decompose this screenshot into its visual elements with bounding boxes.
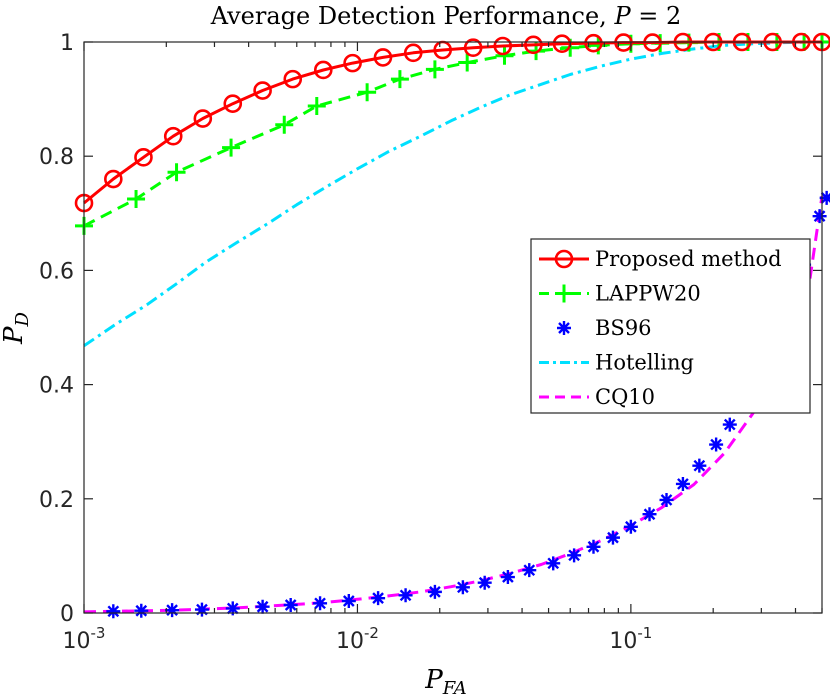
legend: Proposed method LAPPW20 BS96 Hotelling CQ10 xyxy=(530,238,811,414)
series-2-point-26 xyxy=(722,417,737,432)
series-2-point-5 xyxy=(255,599,270,614)
legend-marker-0 xyxy=(554,249,574,269)
series-2-point-6 xyxy=(283,598,298,613)
x-tick-label-0: 10-3 xyxy=(63,624,106,654)
series-2-point-1 xyxy=(134,603,149,618)
axes-layer: 10-3 10-2 10-100.20.40.60.81 xyxy=(39,31,823,654)
x-tick-exp: -2 xyxy=(364,624,379,642)
series-1-point-10 xyxy=(495,46,514,65)
y-axis-label: PD xyxy=(0,311,33,345)
y-axis-label-sub: D xyxy=(12,311,33,327)
x-tick-label-2: 10-1 xyxy=(609,624,652,654)
legend-label-3: Hotelling xyxy=(595,351,694,375)
axes-frame xyxy=(83,41,823,614)
y-tick-label-3: 0.6 xyxy=(39,259,74,284)
y-axis-label-main: P xyxy=(0,326,29,345)
chart-title: Average Detection Performance, P = 2 xyxy=(210,2,681,30)
series-2-point-16 xyxy=(546,556,561,571)
series-2-point-4 xyxy=(225,601,240,616)
series-2-point-18 xyxy=(586,539,601,554)
series-2-point-24 xyxy=(692,458,707,473)
legend-item-4: CQ10 xyxy=(539,385,655,409)
chart-title-text: Average Detection Performance, xyxy=(210,2,615,30)
series-2-point-25 xyxy=(709,437,724,452)
chart-title-var: P xyxy=(613,2,631,30)
x-axis-label: PFA xyxy=(424,665,466,696)
legend-label-0: Proposed method xyxy=(595,247,782,271)
series-0-point-7 xyxy=(283,69,303,89)
series-1-point-6 xyxy=(358,83,377,102)
x-axis-label-main: P xyxy=(424,665,443,695)
series-2-point-9 xyxy=(371,591,386,606)
series-1-point-2 xyxy=(167,163,186,182)
series-0-point-9 xyxy=(343,53,362,73)
series-1-point-7 xyxy=(390,70,409,89)
series-0-point-14 xyxy=(493,36,513,56)
series-0-point-17 xyxy=(584,33,603,53)
legend-label-2: BS96 xyxy=(595,316,652,340)
series-0-point-11 xyxy=(403,43,423,63)
series-0-point-3 xyxy=(163,126,183,146)
series-2-point-23 xyxy=(675,476,690,491)
series-0-point-4 xyxy=(193,109,213,128)
series-1-point-9 xyxy=(458,53,477,72)
series-2-point-19 xyxy=(605,530,620,545)
y-tick-label-0: 0 xyxy=(60,602,74,627)
chart-title-rest: = 2 xyxy=(631,2,682,30)
x-tick-exp: -1 xyxy=(637,624,652,642)
x-axis-label-sub: FA xyxy=(442,678,467,696)
legend-item-3: Hotelling xyxy=(539,351,694,375)
series-1-point-4 xyxy=(275,115,294,134)
legend-item-0: Proposed method xyxy=(539,247,782,271)
y-tick-label-2: 0.4 xyxy=(39,374,74,399)
series-1-point-8 xyxy=(425,60,444,79)
series-0-point-1 xyxy=(104,169,123,189)
series-2-point-17 xyxy=(567,548,582,563)
series-2-point-8 xyxy=(341,594,356,609)
series-2-point-3 xyxy=(194,602,209,617)
x-tick-base: 10 xyxy=(609,629,637,654)
series-2-point-20 xyxy=(623,519,638,534)
series-1-point-1 xyxy=(127,190,146,209)
series-2-point-12 xyxy=(455,580,470,595)
series-1-point-3 xyxy=(222,138,241,157)
series-0-point-5 xyxy=(223,94,243,113)
series-2-point-22 xyxy=(659,492,674,507)
series-2-point-14 xyxy=(500,570,515,585)
x-tick-base: 10 xyxy=(336,629,364,654)
legend-label-1: LAPPW20 xyxy=(595,282,701,306)
series-0-point-2 xyxy=(134,148,153,167)
x-tick-label-1: 10-2 xyxy=(336,624,379,654)
series-2-point-0 xyxy=(106,604,121,619)
series-2-point-31 xyxy=(812,209,827,224)
x-tick-exp: -3 xyxy=(91,624,106,642)
series-2-point-7 xyxy=(313,596,328,611)
legend-marker-2 xyxy=(557,321,571,335)
series-2-point-21 xyxy=(642,507,657,522)
series-2-point-15 xyxy=(522,563,537,578)
legend-marker-1 xyxy=(555,284,573,303)
series-2-point-32 xyxy=(819,190,830,205)
series-1-point-5 xyxy=(307,96,326,115)
legend-item-2: BS96 xyxy=(557,316,652,340)
series-0-point-10 xyxy=(373,48,393,67)
legend-box xyxy=(530,238,811,414)
series-0-point-13 xyxy=(463,38,483,58)
legend-item-1: LAPPW20 xyxy=(539,282,701,306)
y-tick-label-1: 0.2 xyxy=(39,488,74,513)
series-2-point-10 xyxy=(398,588,413,603)
y-tick-label-5: 1 xyxy=(60,31,74,56)
series-2-point-2 xyxy=(165,603,180,618)
y-tick-label-4: 0.8 xyxy=(39,145,74,170)
legend-label-4: CQ10 xyxy=(595,385,655,409)
x-tick-base: 10 xyxy=(63,629,91,654)
series-0-point-8 xyxy=(313,60,333,80)
series-2-point-13 xyxy=(477,575,492,590)
series-0-point-6 xyxy=(253,81,272,100)
series-0-point-15 xyxy=(524,35,543,55)
series-2-point-11 xyxy=(427,584,442,599)
